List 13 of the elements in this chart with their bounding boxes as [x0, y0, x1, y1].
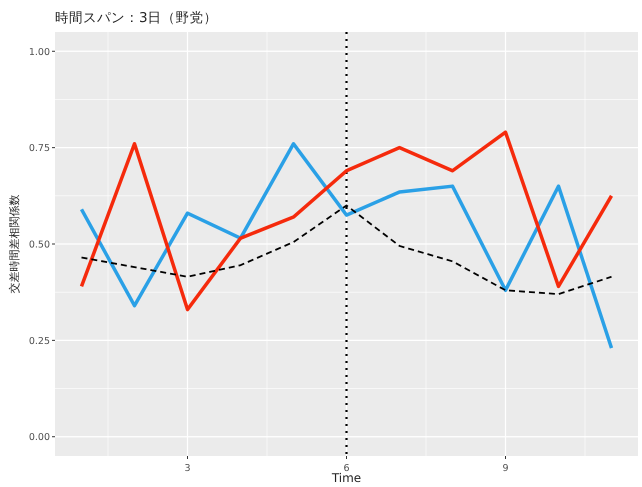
y-tick-label: 0.75: [28, 143, 50, 154]
line-series: [80, 130, 614, 312]
x-axis-title: Time: [330, 471, 362, 485]
x-tick-label: 6: [343, 463, 350, 474]
y-tick-label: 0.25: [28, 336, 50, 347]
y-tick-label: 1.00: [28, 46, 50, 58]
x-tick-label: 9: [502, 463, 509, 474]
y-axis-title: 交差時間差相関係数: [8, 194, 21, 294]
line-series: [80, 142, 614, 350]
y-tick-label: 0.00: [28, 432, 50, 444]
chart-title: 時間スパン：3日（野党）: [55, 10, 218, 26]
y-tick-label: 0.50: [28, 240, 50, 250]
x-tick-label: 3: [184, 463, 191, 474]
